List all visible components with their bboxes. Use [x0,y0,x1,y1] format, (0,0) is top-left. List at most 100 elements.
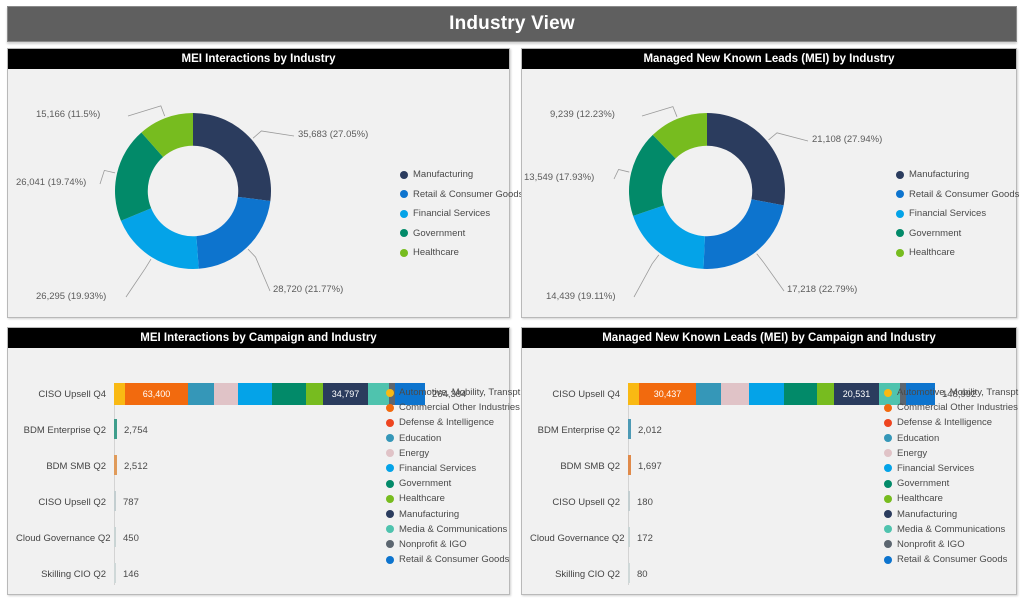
legend-item-nonprofit-igo[interactable]: Nonprofit & IGO [386,539,520,550]
bar-row[interactable]: Cloud Governance Q2 450 [16,527,139,549]
donut-slice[interactable] [193,113,271,202]
legend-item-nonprofit-igo[interactable]: Nonprofit & IGO [884,539,1018,550]
bar-segment[interactable] [114,419,117,439]
bar-row[interactable]: CISO Upsell Q4 30,437 20,531 148,992 [530,383,976,405]
bar-row[interactable]: CISO Upsell Q4 63,400 34,797 264,384 [16,383,466,405]
bar-segment[interactable] [368,383,389,405]
legend-item-defense-intelligence[interactable]: Defense & Intelligence [884,417,1018,428]
bar-row[interactable]: Skilling CIO Q2 80 [530,563,648,585]
bar-row[interactable]: BDM SMB Q2 2,512 [16,455,148,477]
bar-segment[interactable]: 63,400 [125,383,188,405]
legend-item-manufacturing[interactable]: Manufacturing [400,169,523,180]
legend-item-retail-consumer-goods[interactable]: Retail & Consumer Goods [400,189,523,200]
bar-segment[interactable] [749,383,784,405]
bar-segment[interactable] [114,455,117,475]
legend-item-retail-consumer-goods[interactable]: Retail & Consumer Goods [896,189,1019,200]
legend-item-financial-services[interactable]: Financial Services [400,208,523,219]
bar-segment[interactable]: 30,437 [639,383,696,405]
bar-segment[interactable] [696,383,721,405]
legend-item-retail-consumer-goods[interactable]: Retail & Consumer Goods [884,554,1018,565]
bar-segment[interactable] [721,383,749,405]
legend-color-dot-icon [884,464,892,473]
bar-category-label: BDM SMB Q2 [560,460,620,472]
donut-slice[interactable] [652,113,707,159]
legend-item-defense-intelligence[interactable]: Defense & Intelligence [386,417,520,428]
legend-item-commercial-other-industries[interactable]: Commercial Other Industries [884,402,1018,413]
bar-segment[interactable] [114,527,116,547]
bar-segment[interactable] [906,383,935,405]
bar-row[interactable]: CISO Upsell Q2 787 [16,491,139,513]
legend-item-healthcare[interactable]: Healthcare [896,247,1019,258]
bar-track [628,419,631,441]
legend-item-manufacturing[interactable]: Manufacturing [896,169,1019,180]
donut-chart-managed-new-known-leads[interactable]: 21,108 (27.94%) 17,218 (22.79%) 14,439 (19… [522,69,1019,317]
legend-item-healthcare[interactable]: Healthcare [884,493,1018,504]
legend-item-automotive-mobility-transpt[interactable]: Automotive, Mobility, Transpt [884,387,1018,398]
legend-item-commercial-other-industries[interactable]: Commercial Other Industries [386,402,520,413]
legend-item-label: Defense & Intelligence [897,417,993,429]
bar-row[interactable]: Cloud Governance Q2 172 [530,527,653,549]
legend-item-financial-services[interactable]: Financial Services [884,463,1018,474]
legend-item-media-communications[interactable]: Media & Communications [884,524,1018,535]
donut-slice[interactable] [196,196,271,269]
bar-segment[interactable] [188,383,214,405]
donut-slice[interactable] [141,113,193,158]
bar-row[interactable]: Skilling CIO Q2 146 [16,563,139,585]
donut-chart-mei-interactions[interactable]: 35,683 (27.05%) 28,720 (21.77%) 26,295 (19… [8,69,523,317]
donut-slice[interactable] [707,113,785,206]
legend-item-government[interactable]: Government [400,228,523,239]
legend-item-healthcare[interactable]: Healthcare [386,493,520,504]
bar-segment[interactable] [306,383,323,405]
bar-segment[interactable] [628,455,631,475]
legend-item-government[interactable]: Government [386,478,520,489]
bar-segment[interactable] [114,383,125,405]
legend-color-dot-icon [386,403,394,412]
legend-item-manufacturing[interactable]: Manufacturing [386,509,520,520]
bar-segment[interactable] [628,563,630,583]
legend-item-financial-services[interactable]: Financial Services [896,208,1019,219]
donut-slice-label: 13,549 (17.93%) [524,172,595,183]
bar-segment[interactable] [214,383,238,405]
bar-row[interactable]: CISO Upsell Q2 180 [530,491,653,513]
bar-segment[interactable]: 34,797 [323,383,368,405]
bar-segment[interactable] [628,419,631,439]
bar-segment[interactable]: 20,531 [834,383,879,405]
bar-segment[interactable] [395,383,425,405]
bar-segment[interactable] [238,383,272,405]
bar-segment[interactable] [628,491,630,511]
legend-item-education[interactable]: Education [884,433,1018,444]
legend-item-financial-services[interactable]: Financial Services [386,463,520,474]
bar-row[interactable]: BDM Enterprise Q2 2,012 [530,419,662,441]
bar-segment[interactable] [114,563,116,583]
legend-item-energy[interactable]: Energy [884,448,1018,459]
legend-item-government[interactable]: Government [884,478,1018,489]
legend-item-manufacturing[interactable]: Manufacturing [884,509,1018,520]
donut-slice[interactable] [703,199,784,269]
legend-item-media-communications[interactable]: Media & Communications [386,524,520,535]
donut-slice[interactable] [633,205,705,269]
bar-segment[interactable] [628,527,630,547]
bar-segment[interactable] [900,383,906,405]
bar-segment[interactable] [272,383,306,405]
legend-item-education[interactable]: Education [386,433,520,444]
bar-segment[interactable] [784,383,817,405]
legend-item-retail-consumer-goods[interactable]: Retail & Consumer Goods [386,554,520,565]
bar-total-label: 1,697 [638,460,662,472]
legend-item-government[interactable]: Government [896,228,1019,239]
bar-row[interactable]: BDM Enterprise Q2 2,754 [16,419,148,441]
legend-item-healthcare[interactable]: Healthcare [400,247,523,258]
bar-segment[interactable] [817,383,834,405]
legend-item-automotive-mobility-transpt[interactable]: Automotive, Mobility, Transpt [386,387,520,398]
bar-segment[interactable] [628,383,639,405]
bar-segment[interactable] [114,491,116,511]
donut-slice[interactable] [629,134,676,216]
bar-legend: Automotive, Mobility, Transpt Commercial … [386,387,520,565]
bar-row[interactable]: BDM SMB Q2 1,697 [530,455,662,477]
donut-slice[interactable] [120,208,199,269]
bar-chart-mei-interactions-campaign[interactable]: CISO Upsell Q4 63,400 34,797 264,384 BDM Ent… [8,348,520,594]
bar-chart-managed-new-known-leads-campaign[interactable]: CISO Upsell Q4 30,437 20,531 148,992 BDM Ent… [522,348,1018,594]
donut-slice[interactable] [114,132,164,221]
legend-item-energy[interactable]: Energy [386,448,520,459]
legend-item-label: Defense & Intelligence [399,417,495,429]
legend-item-label: Energy [399,447,430,459]
